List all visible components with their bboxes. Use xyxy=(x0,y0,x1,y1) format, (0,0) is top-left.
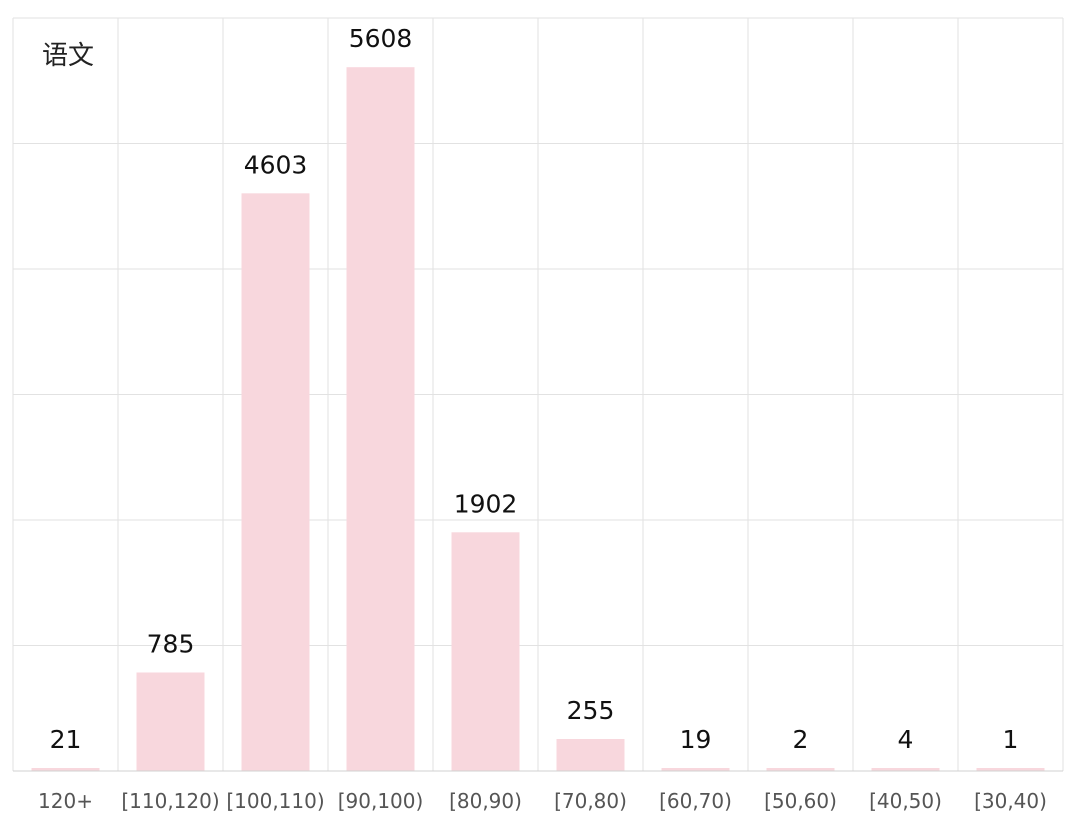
data-label: 21 xyxy=(50,725,82,754)
x-tick-label: [80,90) xyxy=(449,789,522,813)
data-label: 4 xyxy=(898,725,914,754)
data-label: 1 xyxy=(1003,725,1019,754)
x-tick-label: [30,40) xyxy=(974,789,1047,813)
data-label: 19 xyxy=(680,725,712,754)
data-label: 255 xyxy=(567,696,615,725)
x-tick-label: [60,70) xyxy=(659,789,732,813)
x-tick-label: [50,60) xyxy=(764,789,837,813)
x-tick-label: 120+ xyxy=(38,789,93,813)
bar xyxy=(556,738,625,771)
x-tick-label: [110,120) xyxy=(121,789,219,813)
x-tick-label: [40,50) xyxy=(869,789,942,813)
bar xyxy=(31,768,100,771)
bar xyxy=(871,768,940,771)
bar xyxy=(451,532,520,771)
bar xyxy=(136,672,205,771)
x-tick-label: [90,100) xyxy=(338,789,424,813)
data-label: 2 xyxy=(793,725,809,754)
bar xyxy=(241,193,310,772)
data-label: 1902 xyxy=(454,489,518,518)
chart-title: 语文 xyxy=(34,36,103,77)
data-label: 785 xyxy=(147,629,195,658)
bar xyxy=(661,768,730,771)
x-tick-label: [70,80) xyxy=(554,789,627,813)
bar xyxy=(346,67,415,772)
bar xyxy=(766,768,835,771)
data-label: 5608 xyxy=(349,24,413,53)
bar xyxy=(976,768,1045,771)
x-tick-label: [100,110) xyxy=(226,789,324,813)
data-label: 4603 xyxy=(244,150,308,179)
